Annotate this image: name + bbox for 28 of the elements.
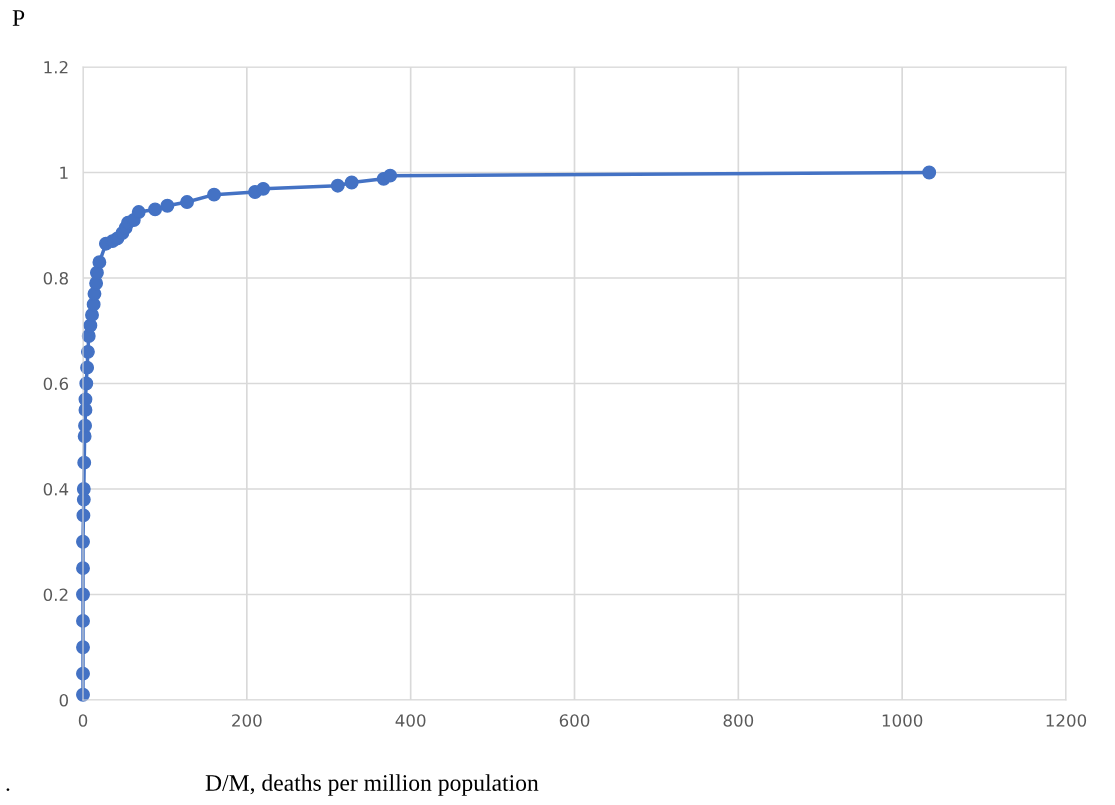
point xyxy=(256,181,271,196)
point xyxy=(330,178,345,193)
y-tick-label: 0 xyxy=(59,693,68,707)
point xyxy=(148,202,163,217)
x-tick-label: 0 xyxy=(78,714,88,727)
text: . xyxy=(6,788,10,792)
point xyxy=(131,205,146,220)
y-axis-title: P xyxy=(12,10,25,26)
x-tick-label: 400 xyxy=(395,714,426,727)
y-tick-label: 0.4 xyxy=(43,482,69,496)
point xyxy=(92,255,107,270)
y-tick-label: 0.6 xyxy=(43,377,69,391)
x-axis-title: D/M, deaths per million population xyxy=(205,774,539,796)
x-tick-label: 800 xyxy=(723,714,754,727)
point xyxy=(383,168,398,183)
x-tick-label: 200 xyxy=(232,714,262,727)
x-tick-label: 600 xyxy=(559,714,590,727)
y-tick-label: 0.2 xyxy=(43,588,68,602)
point xyxy=(180,195,194,209)
y-tick-label: 0.8 xyxy=(43,271,68,285)
y-tick-label: 1 xyxy=(60,166,68,179)
point xyxy=(160,198,175,213)
x-tick-label: 1200 xyxy=(1046,714,1087,727)
y-tick-label: 1.2 xyxy=(44,60,68,74)
point xyxy=(344,175,359,190)
point xyxy=(207,187,222,202)
x-tick-label: 1000 xyxy=(882,714,923,727)
point xyxy=(922,165,937,180)
